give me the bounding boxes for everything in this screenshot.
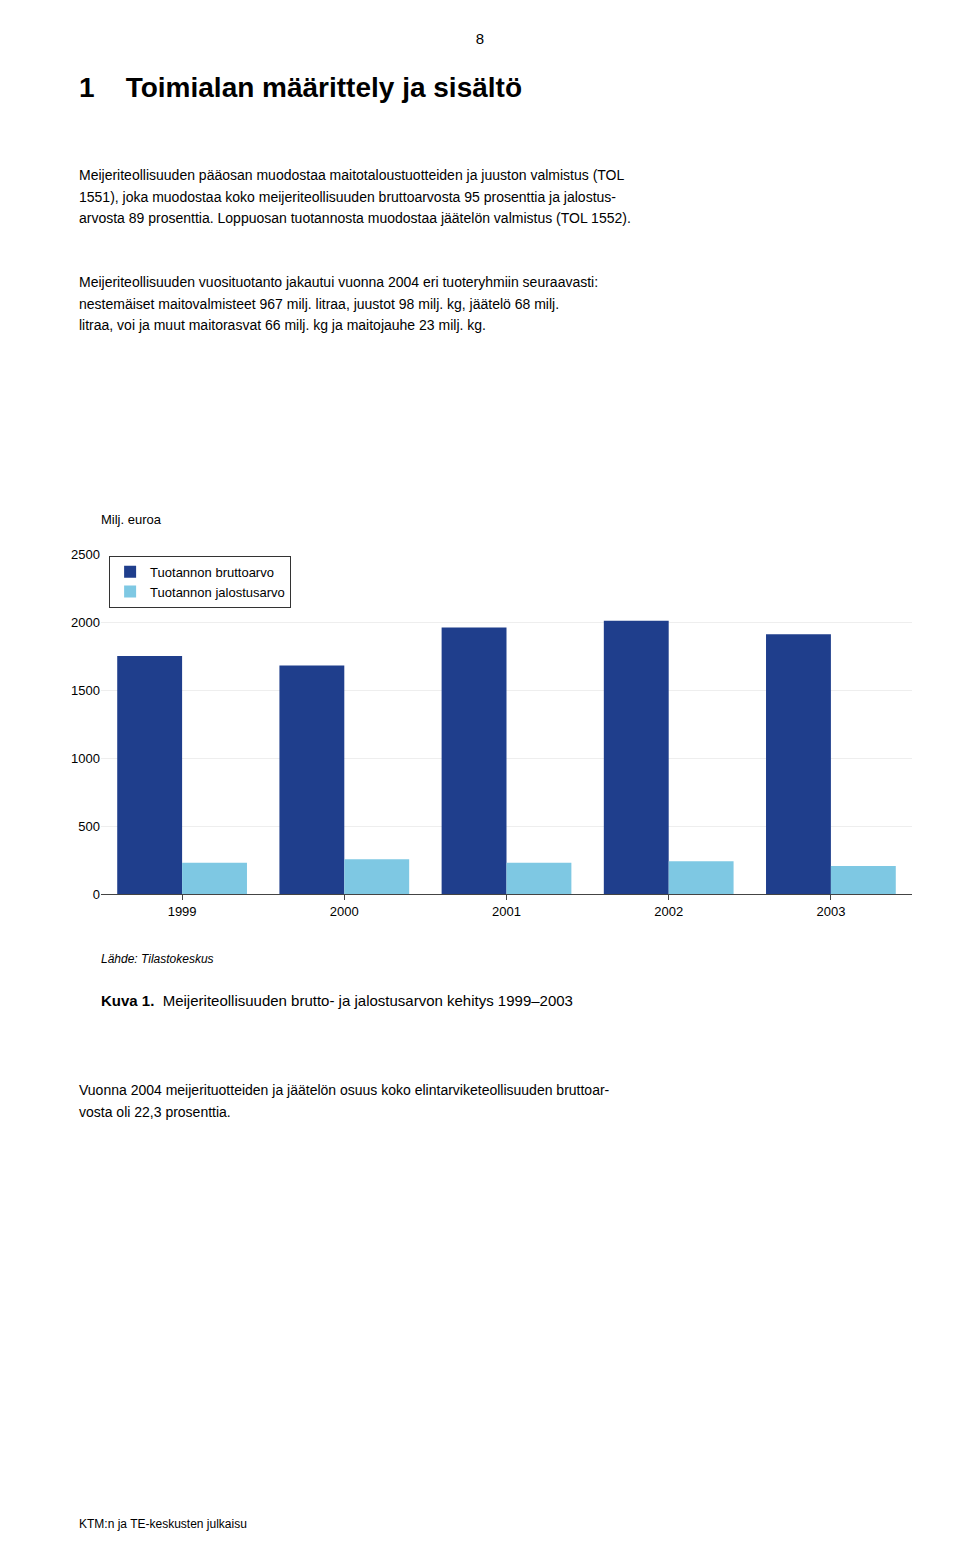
svg-text:1000: 1000 [71,751,100,766]
svg-text:1500: 1500 [71,683,100,698]
svg-text:2500: 2500 [71,547,100,562]
html-text:1 Toimialan määrittely ja sisä: 1 Toimialan määrittely ja sisältö [79,72,522,103]
html-text:8: 8 [475,30,485,47]
svg-text:2000: 2000 [71,615,100,630]
html-text:KTM:n ja TE-keskusten julkaisu: KTM:n ja TE-keskusten julkaisu [79,1517,247,1531]
html-text:Lähde: Tilastokeskus: Lähde: Tilastokeskus [101,952,214,966]
html-text:Meijeriteollisuuden vuosituota: Meijeriteollisuuden vuosituotanto jakaut… [79,274,599,334]
html-text:Meijeriteollisuuden brutto- ja: Meijeriteollisuuden brutto- ja jalostusa… [162,992,573,1009]
svg-text:2002: 2002 [654,904,683,919]
svg-text:2003: 2003 [816,904,845,919]
svg-text:0: 0 [93,887,100,902]
svg-text:2000: 2000 [330,904,359,919]
html-text:Milj. euroa: Milj. euroa [101,512,161,527]
svg-text:Tuotannon jalostusarvo: Tuotannon jalostusarvo [150,585,285,600]
html-text:Kuva 1.: Kuva 1. [101,992,155,1009]
svg-text:2001: 2001 [492,904,521,919]
svg-text:1999: 1999 [168,904,197,919]
svg-text:Tuotannon bruttoarvo: Tuotannon bruttoarvo [150,565,274,580]
svg-text:500: 500 [78,819,100,834]
html-text:Meijeriteollisuuden pääosan mu: Meijeriteollisuuden pääosan muodostaa ma… [79,167,631,227]
html-text:Vuonna 2004 meijerituotteiden: Vuonna 2004 meijerituotteiden ja jäätelö… [79,1082,610,1120]
